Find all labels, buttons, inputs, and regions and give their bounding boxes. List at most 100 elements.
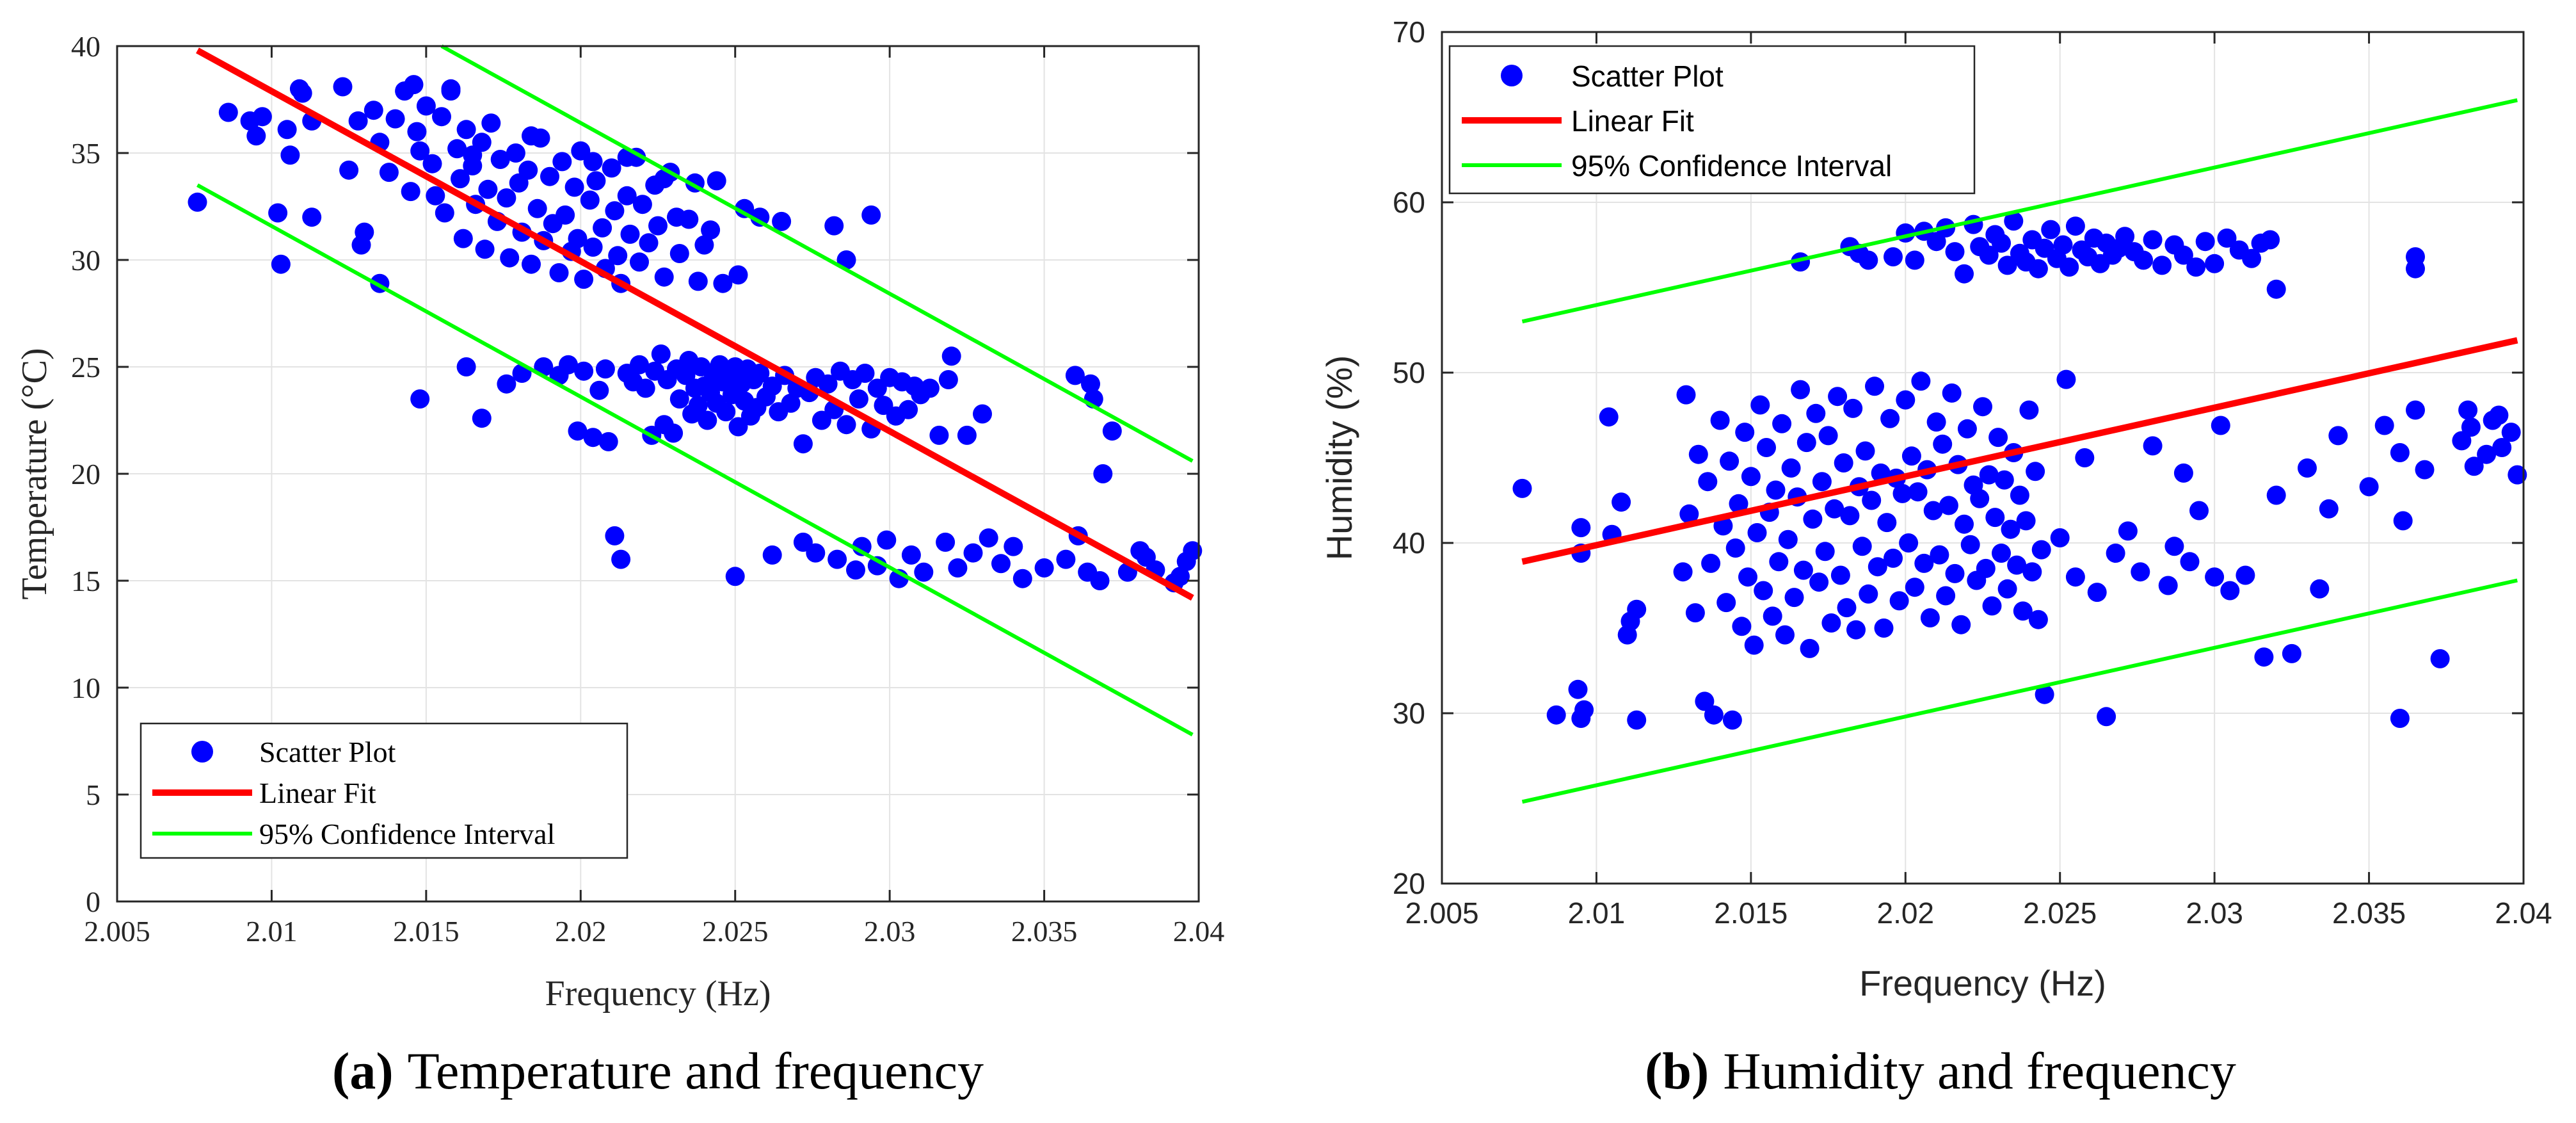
data-point <box>1846 620 1866 640</box>
data-point <box>1859 584 1878 604</box>
data-point <box>580 190 600 210</box>
caption-temperature: (a) Temperature and frequency <box>332 1042 984 1100</box>
data-point <box>2211 416 2230 435</box>
data-point <box>1546 705 1566 725</box>
data-point <box>1834 453 1853 473</box>
x-tick-label: 2.015 <box>393 915 460 948</box>
data-point <box>728 265 748 285</box>
legend-humidity: Scatter Plot Linear Fit 95% Confidence I… <box>1448 45 1976 195</box>
data-point <box>1769 552 1789 572</box>
data-point <box>1892 483 1912 503</box>
data-point <box>1865 376 1884 396</box>
data-point <box>583 428 603 448</box>
data-point <box>422 154 442 174</box>
data-point <box>2035 684 2054 704</box>
data-point <box>793 434 813 454</box>
data-point <box>506 143 525 163</box>
data-point <box>355 222 374 242</box>
data-point <box>2328 426 2348 446</box>
data-point <box>651 344 671 364</box>
data-point <box>2053 235 2073 255</box>
data-point <box>1905 578 1924 597</box>
data-point <box>2260 230 2280 250</box>
data-point <box>1920 608 1940 627</box>
data-point <box>679 209 699 229</box>
data-point <box>1081 374 1100 394</box>
data-point <box>2501 423 2521 442</box>
data-point <box>2001 519 2020 539</box>
legend-label-linear-fit: Linear Fit <box>1571 104 1694 138</box>
data-point <box>698 410 717 430</box>
data-point <box>564 177 584 197</box>
data-point <box>292 83 312 103</box>
data-point <box>654 267 674 287</box>
data-point <box>568 229 588 248</box>
data-point <box>598 432 618 451</box>
y-tick-label: 5 <box>86 779 100 811</box>
x-tick-label: 2.01 <box>246 915 298 948</box>
data-point <box>1716 593 1736 613</box>
data-point <box>901 545 921 565</box>
data-point <box>2242 248 2262 268</box>
data-point <box>1843 398 1863 418</box>
data-point <box>280 145 300 165</box>
data-point <box>2458 400 2478 420</box>
panel-temperature: 2.005 2.01 2.015 2.02 2.025 2.03 2.035 2.04 0 5 10… <box>15 30 1224 1100</box>
data-point <box>1901 446 1921 466</box>
data-point <box>1772 414 1792 433</box>
data-point <box>639 233 659 253</box>
data-point <box>2115 227 2135 246</box>
data-point <box>735 198 755 218</box>
data-point <box>669 389 689 409</box>
data-point <box>456 120 476 140</box>
data-point <box>2028 259 2048 279</box>
data-point <box>2118 521 2138 541</box>
data-point <box>2390 443 2410 462</box>
data-point <box>936 532 956 552</box>
data-point <box>1988 428 2008 448</box>
legend-label-scatter: Scatter Plot <box>259 736 396 768</box>
data-point <box>1997 579 2017 599</box>
data-point <box>453 229 473 248</box>
data-point <box>1955 264 1974 284</box>
data-point <box>527 198 547 218</box>
data-point <box>451 169 470 189</box>
data-point <box>1599 407 1619 427</box>
data-point <box>1729 494 1748 513</box>
x-tick-label: 2.015 <box>1714 896 1788 930</box>
data-point <box>1090 571 1110 590</box>
data-point <box>1747 523 1767 542</box>
y-axis-label-humidity: Humidity (%) <box>1319 355 1359 560</box>
data-point <box>522 254 541 274</box>
ticks-humidity: 2.005 2.01 2.015 2.02 2.025 2.03 2.035 2.04 20 30… <box>1393 15 2552 930</box>
data-point <box>277 120 297 140</box>
data-point <box>979 528 998 548</box>
y-tick-label: 25 <box>71 351 100 384</box>
y-tick-label: 15 <box>71 565 100 597</box>
data-point <box>2143 230 2163 250</box>
data-point <box>1171 567 1190 586</box>
data-point <box>1725 538 1745 558</box>
x-tick-label: 2.025 <box>702 915 769 948</box>
data-point <box>2016 511 2036 531</box>
data-point <box>2430 649 2450 668</box>
data-point <box>2186 257 2206 277</box>
data-point <box>849 389 868 409</box>
data-point <box>2010 485 2029 505</box>
data-point <box>481 113 501 133</box>
data-point <box>246 126 266 146</box>
panel-humidity: 2.005 2.01 2.015 2.02 2.025 2.03 2.035 2.04 20 30… <box>1319 15 2552 1100</box>
data-point <box>762 545 782 565</box>
data-point <box>2492 438 2512 457</box>
data-point <box>1004 537 1023 556</box>
data-point <box>1673 562 1693 582</box>
data-point <box>1880 408 1900 428</box>
data-point <box>188 192 207 212</box>
data-point <box>1741 467 1761 487</box>
x-tick-label: 2.035 <box>1011 915 1078 948</box>
data-point <box>836 250 856 270</box>
ticks-temperature: 2.005 2.01 2.015 2.02 2.025 2.03 2.035 2.04 0 5 10… <box>71 30 1224 948</box>
data-point <box>218 102 238 122</box>
data-point <box>2031 540 2051 560</box>
data-point <box>2406 259 2425 279</box>
